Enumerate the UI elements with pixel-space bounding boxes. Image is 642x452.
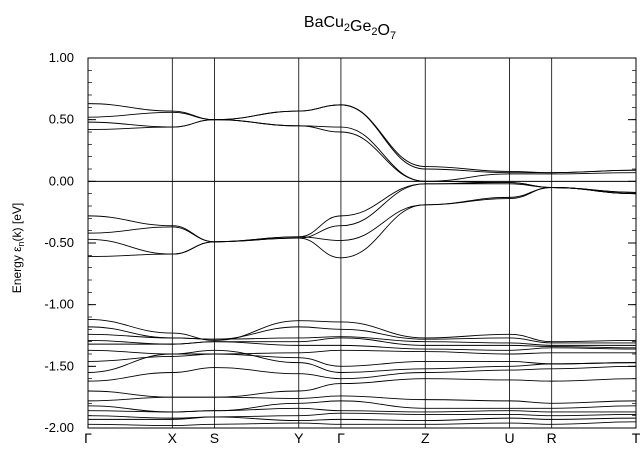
band-line-23	[88, 416, 636, 422]
y-tick-label: -2.00	[44, 420, 74, 435]
y-tick-label: 1.00	[49, 50, 74, 65]
band-line-14	[88, 349, 636, 355]
y-tick-label: 0.50	[49, 112, 74, 127]
band-line-24	[88, 421, 636, 426]
band-line-2	[88, 104, 636, 174]
y-tick-label: -1.50	[44, 358, 74, 373]
band-line-9	[88, 319, 636, 343]
kpoint-label: Y	[294, 430, 304, 446]
band-line-4	[88, 119, 636, 195]
band-line-22	[88, 412, 636, 419]
kpoint-label: U	[504, 430, 514, 446]
band-line-10	[88, 326, 636, 344]
kpoint-label: S	[210, 430, 219, 446]
y-tick-label: -1.00	[44, 297, 74, 312]
kpoint-label: Γ	[337, 430, 345, 446]
band-line-16	[88, 349, 636, 373]
chart-title: BaCu2Ge2O7	[304, 14, 396, 42]
band-line-11	[88, 333, 636, 346]
kpoint-label: X	[168, 430, 178, 446]
kpoint-label: Z	[421, 430, 430, 446]
y-axis-label: Energy εn(k) [eV]	[10, 203, 26, 293]
band-line-13	[88, 341, 636, 351]
y-tick-label: -0.50	[44, 235, 74, 250]
band-line-5	[88, 182, 636, 243]
band-line-15	[88, 353, 636, 367]
band-line-19	[88, 395, 636, 404]
band-line-17	[88, 365, 636, 382]
y-tick-label: 0.00	[49, 173, 74, 188]
band-line-6	[88, 183, 636, 243]
kpoint-label: R	[547, 430, 557, 446]
band-line-8	[88, 187, 636, 259]
kpoint-label: T	[632, 430, 641, 446]
band-line-21	[88, 407, 636, 413]
band-line-20	[88, 400, 636, 413]
kpoint-label: Γ	[84, 430, 92, 446]
band-line-3	[88, 119, 636, 182]
band-line-18	[88, 378, 636, 398]
